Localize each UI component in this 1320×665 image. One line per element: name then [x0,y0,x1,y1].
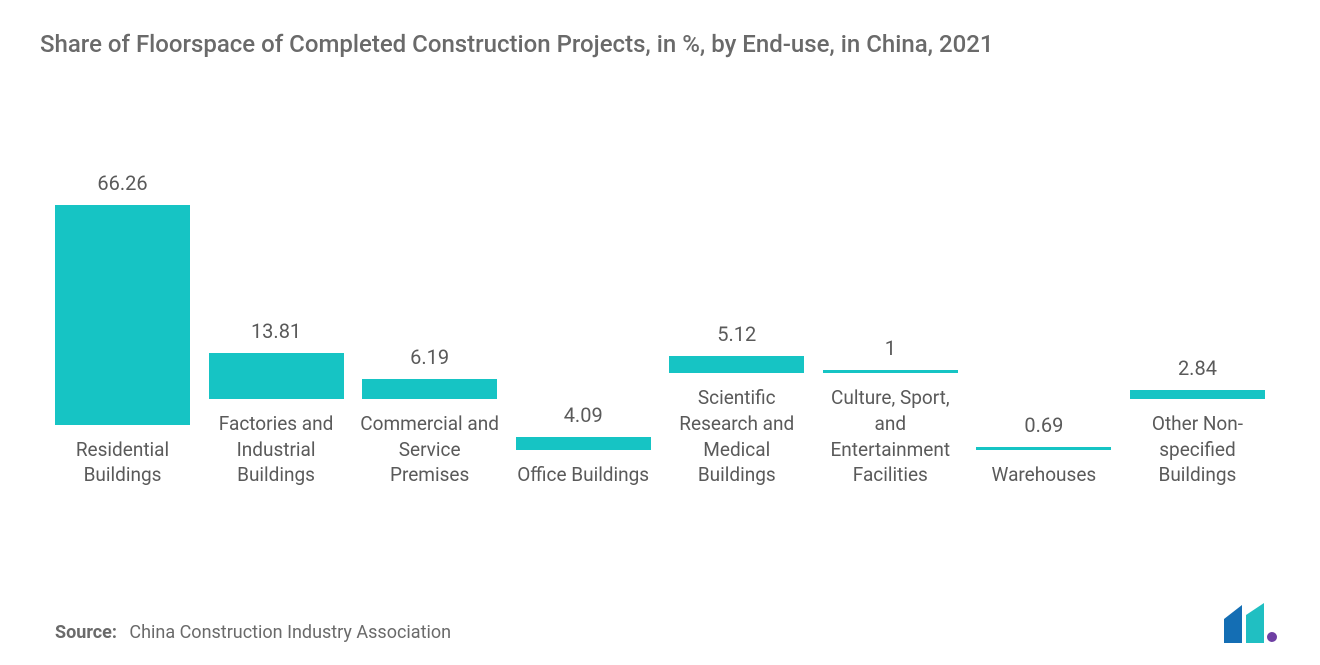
bar-group: 13.81 Factories and Industrial Buildings [204,319,349,488]
bar [55,205,190,425]
bar-value: 13.81 [251,319,301,343]
bar [362,379,497,400]
bar [209,353,344,399]
bar-group: 4.09 Office Buildings [511,403,656,488]
chart-title: Share of Floorspace of Completed Constru… [40,30,1280,58]
bar-value: 1 [885,336,896,360]
bar-label: Office Buildings [513,462,653,488]
bar-value: 4.09 [564,403,603,427]
bar-group: 66.26 Residential Buildings [50,171,195,488]
bar-group: 2.84 Other Non-specified Buildings [1125,356,1270,488]
bar-label: Culture, Sport, and Entertainment Facili… [820,385,960,488]
bar [823,370,958,373]
source-text: China Construction Industry Association [129,622,451,643]
bar-group: 0.69 Warehouses [971,413,1116,488]
bar-value: 2.84 [1178,356,1217,380]
bar [669,356,804,373]
bar-value: 66.26 [97,171,147,195]
chart-area: 66.26 Residential Buildings 13.81 Factories… [40,128,1280,488]
source-line: Source: China Construction Industry Asso… [55,622,451,643]
bar-group: 1 Culture, Sport, and Entertainment Facil… [818,336,963,488]
bar-label: Residential Buildings [53,437,193,488]
bar-label: Factories and Industrial Buildings [206,411,346,488]
bar [516,437,651,451]
bar-label: Scientific Research and Medical Building… [667,385,807,488]
bar [976,447,1111,450]
bar-value: 6.19 [410,345,449,369]
bar-label: Other Non-specified Buildings [1127,411,1267,488]
bar-value: 5.12 [717,322,756,346]
bar-label: Commercial and Service Premises [360,411,500,488]
source-label: Source: [55,622,117,643]
footer: Source: China Construction Industry Asso… [55,603,1280,643]
brand-logo-icon [1220,603,1280,643]
bar [1130,390,1265,399]
bar-label: Warehouses [974,462,1114,488]
bar-group: 5.12 Scientific Research and Medical Buil… [664,322,809,488]
bar-group: 6.19 Commercial and Service Premises [357,345,502,488]
bar-value: 0.69 [1024,413,1063,437]
